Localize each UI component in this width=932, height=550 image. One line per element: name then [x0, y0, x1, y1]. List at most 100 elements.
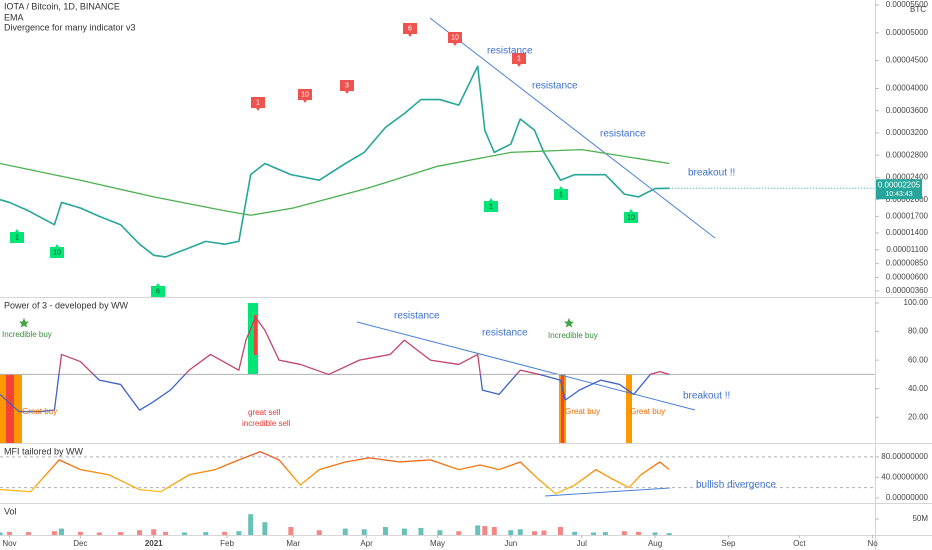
- volume-bar: [288, 527, 294, 535]
- volume-bar: [248, 514, 254, 535]
- annotation: resistance: [600, 129, 646, 140]
- y-tick-label: 0.00005500: [886, 0, 929, 9]
- star-icon: [564, 318, 574, 328]
- annotation: Incredible buy: [2, 330, 52, 339]
- signal-zones: [0, 303, 632, 443]
- buy-label: 10: [53, 249, 61, 256]
- trend-lines: [356, 17, 716, 497]
- volume-bar: [77, 531, 83, 535]
- volume-bar: [236, 531, 242, 535]
- volume-bar: [222, 531, 228, 535]
- sell-marker: [298, 89, 312, 103]
- volume-bar: [572, 531, 578, 535]
- volume-bar: [508, 530, 514, 535]
- volume-bar: [557, 527, 563, 535]
- zone: [626, 374, 632, 443]
- annotation: Great buy: [22, 407, 57, 416]
- volume-bar: [418, 527, 424, 535]
- annotation: resistance: [487, 46, 533, 57]
- y-tick-label: 0.00000360: [886, 286, 929, 295]
- volume-bar: [456, 531, 462, 535]
- price-line: [0, 65, 670, 258]
- y-tick-label: 0.00003600: [886, 106, 929, 115]
- annotation: bullish divergence: [696, 480, 776, 491]
- panel-title: Vol: [4, 506, 17, 516]
- x-tick-label: Nov: [2, 539, 16, 548]
- zone: [6, 374, 14, 443]
- buy-marker: [624, 209, 638, 223]
- y-tick-label: 0.00005000: [886, 28, 929, 37]
- sell-label: 6: [408, 25, 412, 32]
- volume-bar: [475, 525, 481, 535]
- y-tick-label: 0.00003200: [886, 128, 929, 137]
- buy-label: 1: [559, 191, 563, 198]
- volume-bar: [517, 529, 523, 535]
- volume-bar: [382, 527, 388, 535]
- x-tick-label: Dec: [73, 539, 87, 548]
- countdown: 10:43:43: [885, 191, 912, 198]
- y-tick-label: 0.00002000: [886, 195, 929, 204]
- currency: BTC: [910, 5, 926, 14]
- indicator-name: Divergence for many indicator v3: [4, 22, 136, 32]
- volume-bar: [0, 532, 3, 535]
- volume-bar: [163, 531, 169, 535]
- y-tick-label: 40.00000000: [881, 472, 928, 481]
- x-tick-label: Jul: [577, 539, 587, 548]
- zone: [561, 374, 564, 443]
- x-tick-label: No: [868, 539, 879, 548]
- volume-bar: [342, 528, 348, 535]
- chart-title: IOTA / Bitcoin, 1D, BINANCE: [4, 1, 120, 11]
- volume-bar: [401, 528, 407, 535]
- y-tick-label: 0.00002400: [886, 173, 929, 182]
- y-tick-label: 80.00: [908, 327, 929, 336]
- series-line: [0, 148, 670, 216]
- sell-marker: [448, 32, 462, 46]
- y-tick-label: 40.00: [908, 384, 929, 393]
- x-tick-label: Oct: [793, 539, 806, 548]
- x-tick-label: Aug: [648, 539, 662, 548]
- annotation: Great buy: [565, 407, 600, 416]
- volume-bar: [25, 532, 31, 535]
- volume-bar: [437, 530, 443, 535]
- trend-line: [356, 321, 696, 411]
- annotation: incredible sell: [242, 419, 291, 428]
- y-tick-label: 20.00: [908, 412, 929, 421]
- sell-marker: [251, 97, 265, 111]
- x-tick-label: Jun: [504, 539, 517, 548]
- y-tick-label: 0.00001400: [886, 228, 929, 237]
- series-line: [0, 451, 670, 495]
- y-tick-label: 0.00001700: [886, 211, 929, 220]
- buy-marker: [151, 283, 165, 297]
- volume-bar: [636, 531, 642, 535]
- x-tick-label: May: [430, 539, 445, 548]
- y-tick-label: 0.00001100: [886, 245, 928, 254]
- volume-bar: [181, 532, 187, 535]
- sell-marker: [403, 23, 417, 37]
- annotation: resistance: [394, 311, 440, 322]
- y-tick-label: 100.00: [904, 298, 929, 307]
- trend-line: [544, 487, 671, 497]
- volume-bar: [591, 532, 597, 535]
- x-tick-label: Feb: [220, 539, 234, 548]
- buy-marker: [50, 244, 64, 258]
- y-tick-label: 60.00: [908, 355, 929, 364]
- trend-line: [429, 17, 716, 239]
- panel-title: MFI tailored by WW: [4, 446, 84, 456]
- zone: [248, 303, 258, 374]
- annotation: resistance: [532, 81, 578, 92]
- annotation: Great buy: [630, 407, 665, 416]
- buy-label: 6: [156, 288, 160, 295]
- y-tick-label: 0.00000600: [886, 273, 929, 282]
- legend-entry: EMA: [4, 12, 24, 22]
- volume-bar: [118, 532, 124, 535]
- sell-marker: [340, 80, 354, 94]
- sell-marker: [512, 53, 526, 67]
- y-tick-label: 50M: [912, 514, 928, 523]
- volume-bar: [531, 531, 537, 535]
- volume-bar: [652, 532, 658, 535]
- y-tick-label: 0.00002800: [886, 150, 929, 159]
- x-tick-label: 2021: [145, 539, 163, 548]
- volume-bar: [361, 529, 367, 535]
